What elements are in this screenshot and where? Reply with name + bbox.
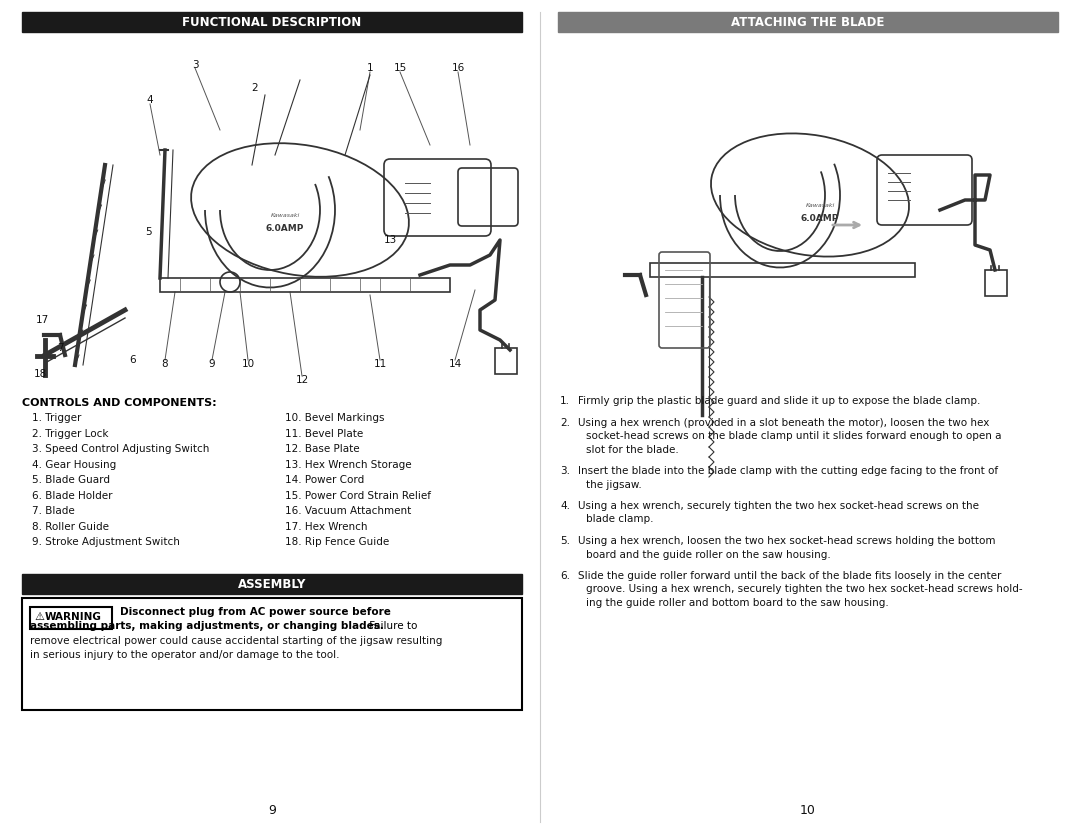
Text: Failure to: Failure to <box>366 621 417 631</box>
Text: 15. Power Cord Strain Relief: 15. Power Cord Strain Relief <box>285 490 431 500</box>
Text: 17: 17 <box>36 315 49 325</box>
Text: slot for the blade.: slot for the blade. <box>586 445 678 455</box>
Text: 4: 4 <box>147 95 153 105</box>
Text: 2: 2 <box>252 83 258 93</box>
Text: 3. Speed Control Adjusting Switch: 3. Speed Control Adjusting Switch <box>32 444 210 454</box>
Text: 4.: 4. <box>561 501 570 511</box>
Text: 6: 6 <box>130 355 136 365</box>
Text: 8: 8 <box>162 359 168 369</box>
Bar <box>160 278 450 292</box>
Text: 11: 11 <box>374 359 387 369</box>
Text: Kawasaki: Kawasaki <box>270 213 299 218</box>
Bar <box>22 598 522 710</box>
Text: 12: 12 <box>295 375 309 385</box>
Text: 1: 1 <box>367 63 374 73</box>
Text: 14: 14 <box>448 359 461 369</box>
Text: FUNCTIONAL DESCRIPTION: FUNCTIONAL DESCRIPTION <box>183 16 362 28</box>
Text: 15: 15 <box>393 63 407 73</box>
Text: 1.: 1. <box>561 396 570 406</box>
Text: 5: 5 <box>145 227 151 237</box>
Text: 6.0AMP: 6.0AMP <box>800 214 839 223</box>
Text: 6. Blade Holder: 6. Blade Holder <box>32 490 112 500</box>
Text: 10: 10 <box>242 359 255 369</box>
Text: ⚠: ⚠ <box>33 612 44 622</box>
Text: 2. Trigger Lock: 2. Trigger Lock <box>32 429 108 439</box>
Text: socket-head screws on the blade clamp until it slides forward enough to open a: socket-head screws on the blade clamp un… <box>586 431 1001 441</box>
Text: 9: 9 <box>268 803 275 816</box>
Text: 13: 13 <box>383 235 396 245</box>
Text: 12. Base Plate: 12. Base Plate <box>285 444 360 454</box>
Text: 3.: 3. <box>561 466 570 476</box>
Text: 4. Gear Housing: 4. Gear Housing <box>32 460 117 470</box>
Text: 11. Bevel Plate: 11. Bevel Plate <box>285 429 363 439</box>
Text: ing the guide roller and bottom board to the saw housing.: ing the guide roller and bottom board to… <box>586 598 889 608</box>
Text: 16. Vacuum Attachment: 16. Vacuum Attachment <box>285 506 411 516</box>
Text: blade clamp.: blade clamp. <box>586 515 653 525</box>
Text: 5. Blade Guard: 5. Blade Guard <box>32 475 110 485</box>
Bar <box>985 270 1007 296</box>
Text: 10: 10 <box>800 803 815 816</box>
Bar <box>650 263 915 277</box>
Text: Using a hex wrench, securely tighten the two hex socket-head screws on the: Using a hex wrench, securely tighten the… <box>578 501 978 511</box>
Text: 9: 9 <box>208 359 215 369</box>
Text: 16: 16 <box>451 63 464 73</box>
Text: 1. Trigger: 1. Trigger <box>32 413 81 423</box>
Text: 13. Hex Wrench Storage: 13. Hex Wrench Storage <box>285 460 411 470</box>
Text: the jigsaw.: the jigsaw. <box>586 480 642 490</box>
Text: 7. Blade: 7. Blade <box>32 506 75 516</box>
Text: Slide the guide roller forward until the back of the blade fits loosely in the c: Slide the guide roller forward until the… <box>578 571 1001 581</box>
Text: 2.: 2. <box>561 418 570 428</box>
Text: Insert the blade into the blade clamp with the cutting edge facing to the front : Insert the blade into the blade clamp wi… <box>578 466 998 476</box>
Text: 17. Hex Wrench: 17. Hex Wrench <box>285 521 367 531</box>
Text: 7: 7 <box>56 343 64 353</box>
Text: assembling parts, making adjustments, or changing blades.: assembling parts, making adjustments, or… <box>30 621 383 631</box>
Text: ASSEMBLY: ASSEMBLY <box>238 577 307 590</box>
Text: remove electrical power could cause accidental starting of the jigsaw resulting: remove electrical power could cause acci… <box>30 636 443 646</box>
Text: 5.: 5. <box>561 536 570 546</box>
Text: Disconnect plug from AC power source before: Disconnect plug from AC power source bef… <box>120 607 391 617</box>
Text: board and the guide roller on the saw housing.: board and the guide roller on the saw ho… <box>586 550 831 560</box>
Text: 9. Stroke Adjustment Switch: 9. Stroke Adjustment Switch <box>32 537 180 547</box>
Text: ATTACHING THE BLADE: ATTACHING THE BLADE <box>731 16 885 28</box>
Text: CONTROLS AND COMPONENTS:: CONTROLS AND COMPONENTS: <box>22 398 217 408</box>
Text: Kawasaki: Kawasaki <box>806 203 835 208</box>
Text: 18: 18 <box>33 369 46 379</box>
Text: 14. Power Cord: 14. Power Cord <box>285 475 364 485</box>
Bar <box>30 607 112 629</box>
Text: Firmly grip the plastic blade guard and slide it up to expose the blade clamp.: Firmly grip the plastic blade guard and … <box>578 396 981 406</box>
Bar <box>22 12 522 32</box>
Text: Using a hex wrench, loosen the two hex socket-head screws holding the bottom: Using a hex wrench, loosen the two hex s… <box>578 536 996 546</box>
Text: 18. Rip Fence Guide: 18. Rip Fence Guide <box>285 537 389 547</box>
Text: groove. Using a hex wrench, securely tighten the two hex socket-head screws hold: groove. Using a hex wrench, securely tig… <box>586 585 1023 595</box>
Bar <box>495 348 517 374</box>
Text: 10. Bevel Markings: 10. Bevel Markings <box>285 413 384 423</box>
Text: WARNING: WARNING <box>45 612 102 622</box>
Text: 6.: 6. <box>561 571 570 581</box>
Bar <box>558 12 1058 32</box>
Bar <box>22 574 522 594</box>
Text: Using a hex wrench (provided in a slot beneath the motor), loosen the two hex: Using a hex wrench (provided in a slot b… <box>578 418 989 428</box>
Text: 8. Roller Guide: 8. Roller Guide <box>32 521 109 531</box>
Text: 3: 3 <box>191 60 199 70</box>
Text: 6.0AMP: 6.0AMP <box>266 224 305 233</box>
Text: in serious injury to the operator and/or damage to the tool.: in serious injury to the operator and/or… <box>30 650 339 660</box>
